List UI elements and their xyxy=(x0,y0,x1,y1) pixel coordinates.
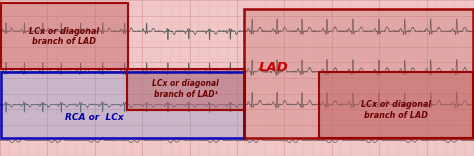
Bar xyxy=(1,3,128,69)
Bar xyxy=(127,69,245,110)
Bar xyxy=(127,69,245,110)
Bar xyxy=(244,9,473,138)
Bar xyxy=(1,72,244,138)
Text: LCx or diagonal
branch of LAD¹: LCx or diagonal branch of LAD¹ xyxy=(153,79,219,99)
Text: LAD: LAD xyxy=(259,61,289,74)
Bar xyxy=(1,72,244,138)
Text: RCA or  LCx: RCA or LCx xyxy=(65,112,124,122)
Bar xyxy=(319,72,473,138)
Text: LCx or diagonal
branch of LAD: LCx or diagonal branch of LAD xyxy=(361,100,431,120)
Text: LCx or diagonal
branch of LAD: LCx or diagonal branch of LAD xyxy=(29,27,99,46)
Bar xyxy=(1,3,128,69)
Bar xyxy=(319,72,473,138)
Bar xyxy=(244,9,473,138)
